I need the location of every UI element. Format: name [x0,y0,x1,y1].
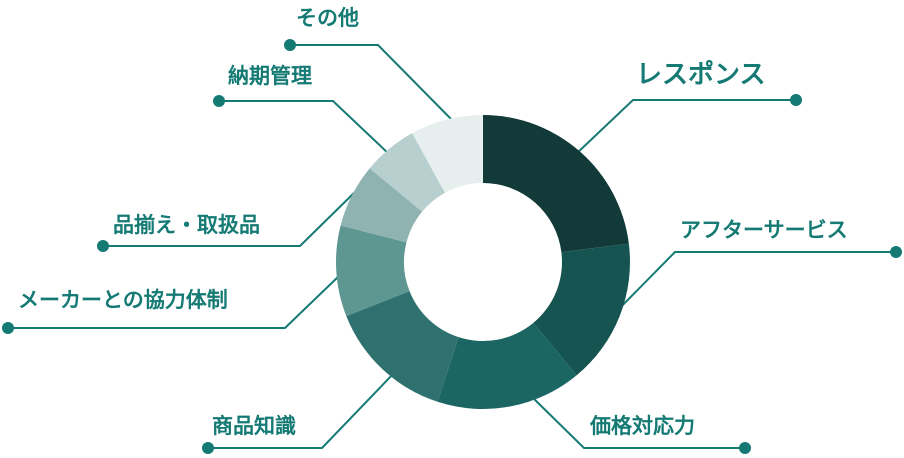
slice-label: アフターサービス [680,218,848,242]
slice-label: 価格対応力 [590,414,695,438]
leader-dot [97,240,109,252]
donut-slice [437,322,577,409]
leader-dot [890,246,902,258]
leader-dot [790,94,802,106]
donut-slice [369,133,445,212]
leader-line [208,371,396,449]
leader-line [574,99,796,156]
leader-dot [202,442,214,454]
leader-line [8,274,341,329]
donut-slice [412,115,483,193]
leader-dot [2,322,14,334]
leader-dot [213,95,225,107]
leader-line [219,100,391,156]
slice-label: レスポンス [636,60,766,90]
leader-line [609,251,896,319]
donut-slice [346,291,459,402]
slice-label: メーカーとの協力体制 [18,288,228,312]
leader-dot [284,39,296,51]
leader-line [529,394,745,449]
leader-dot [739,442,751,454]
slice-label: 納期管理 [228,64,312,88]
slice-label: 商品知識 [212,414,296,438]
slice-label: その他 [296,6,359,30]
leader-line [103,191,356,247]
donut-slice [340,168,423,243]
slice-label: 品揃え・取扱品 [113,213,260,237]
donut-slice [483,115,629,253]
leader-line [290,44,453,121]
donut-slice [335,225,410,317]
donut-slice [533,243,630,376]
